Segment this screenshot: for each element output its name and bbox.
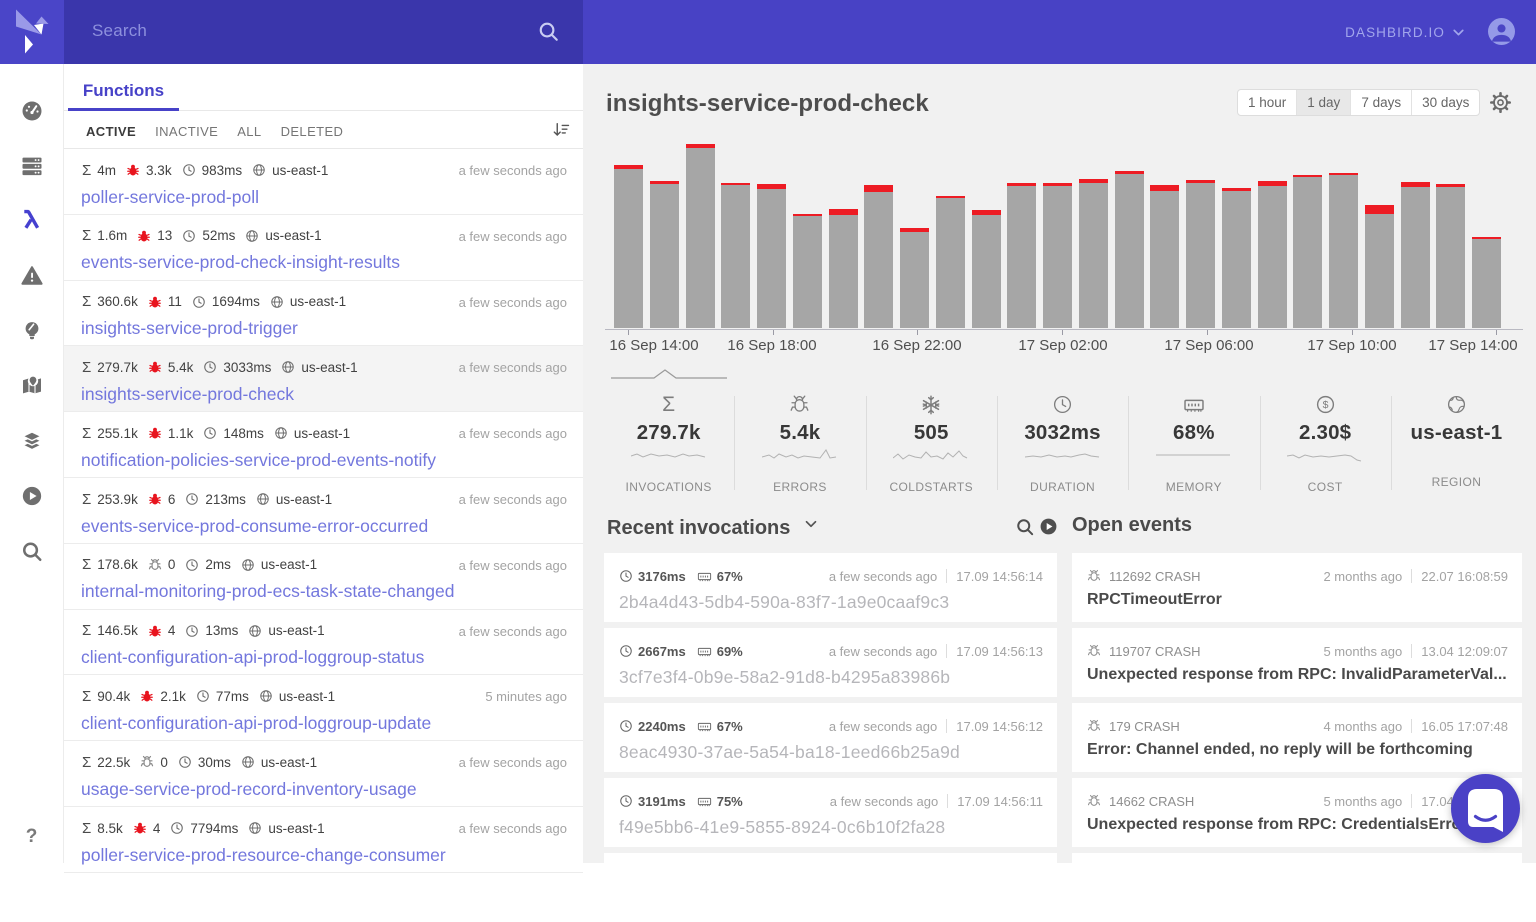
svg-text:$: $ [1322,399,1328,411]
